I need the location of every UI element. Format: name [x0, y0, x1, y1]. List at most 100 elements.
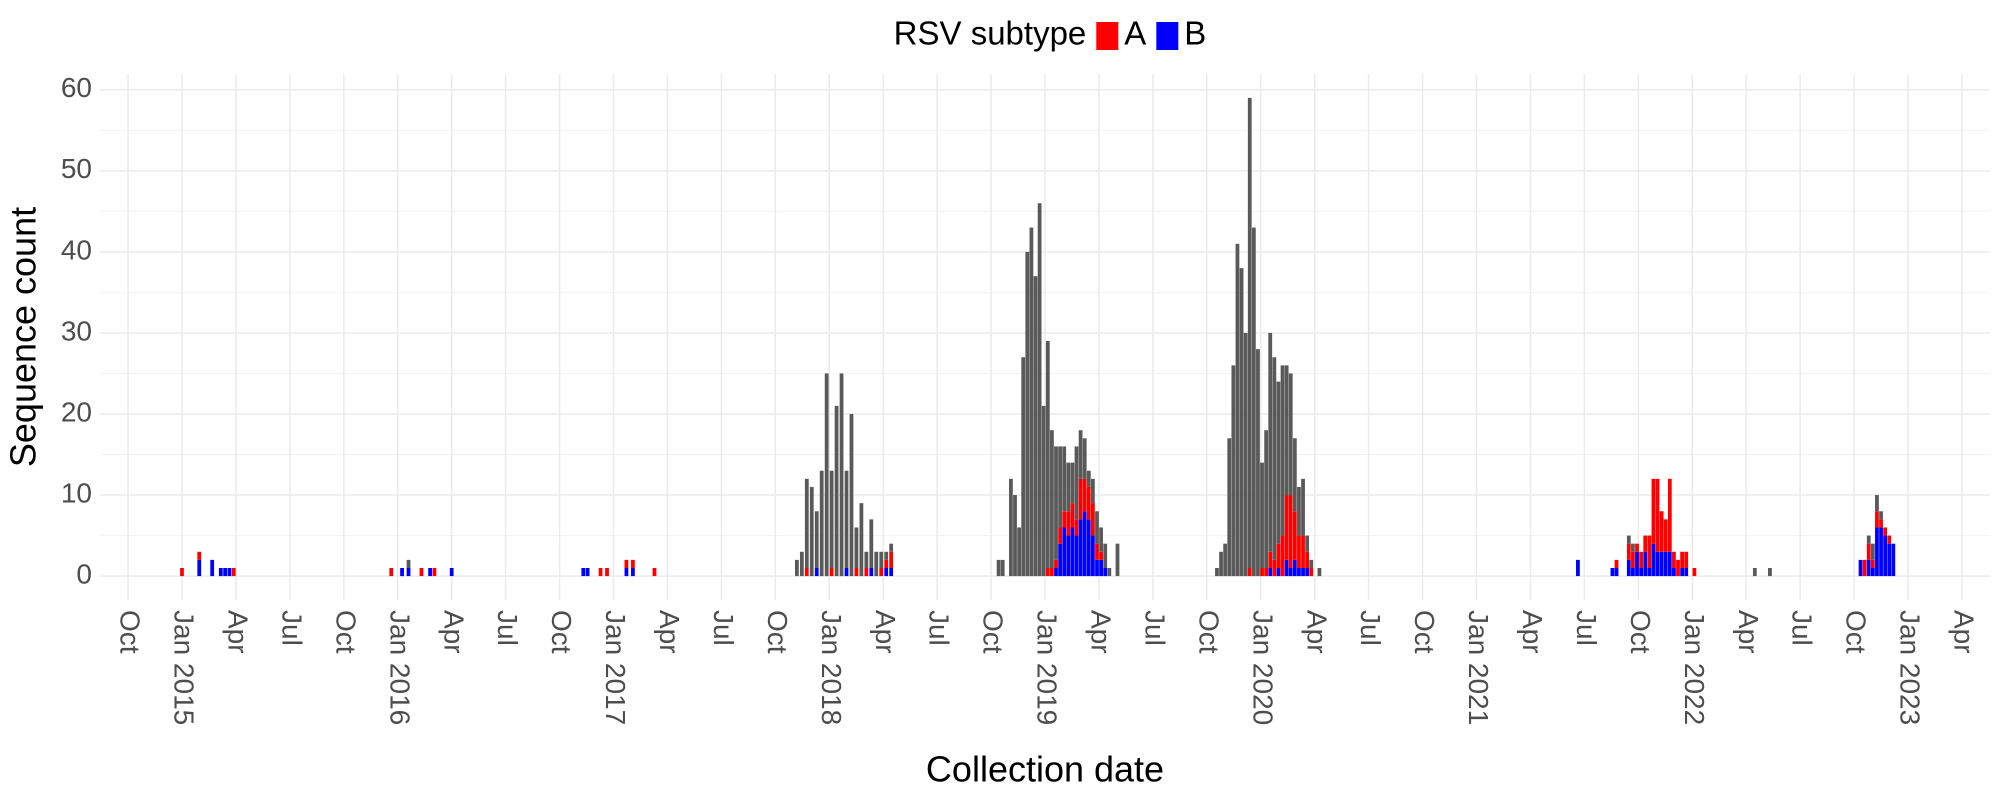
bar: [1021, 357, 1026, 577]
bar: [1655, 478, 1660, 552]
bar: [1284, 365, 1289, 496]
bar: [1643, 551, 1648, 577]
bar: [889, 551, 894, 568]
axes: 0 10 20 30 40 50 60 Oct Jan 2015 Apr Jul Oct Jan 201…: [61, 72, 1980, 725]
bar: [1013, 495, 1017, 577]
bar: [1272, 357, 1277, 560]
bar: [1037, 203, 1042, 577]
bar: [879, 567, 884, 577]
bar: [859, 503, 864, 577]
bar: [1276, 543, 1281, 568]
bar: [598, 567, 603, 577]
bar: [1268, 567, 1273, 577]
bar: [1095, 511, 1099, 544]
bar: [1626, 535, 1631, 544]
bar: [1025, 251, 1030, 577]
bar: [1752, 567, 1757, 577]
x-tick-label: Apr: [1086, 610, 1117, 654]
bar: [1626, 543, 1631, 560]
bar: [844, 567, 849, 577]
bar: [1099, 559, 1103, 577]
y-tick-label: 30: [61, 315, 92, 346]
bar: [1086, 519, 1091, 577]
bar: [1651, 543, 1656, 577]
bar: [1045, 341, 1050, 568]
bar: [1268, 551, 1273, 568]
bar: [1887, 543, 1892, 577]
bar: [1062, 527, 1067, 577]
bar: [419, 567, 424, 577]
bar: [1576, 559, 1580, 577]
bar: [1297, 486, 1301, 536]
x-tick-label: Jan 2023: [1895, 610, 1926, 725]
bar: [1288, 567, 1293, 577]
bar: [854, 527, 859, 568]
x-tick-label: Jan 2015: [169, 610, 200, 725]
bar: [1305, 551, 1310, 568]
bar: [1050, 430, 1054, 568]
bar: [1639, 567, 1644, 577]
bar: [1667, 478, 1672, 552]
x-tick-label: Apr: [870, 610, 901, 654]
bar: [1655, 551, 1660, 577]
bar: [1672, 551, 1676, 568]
bar: [1260, 567, 1264, 577]
y-tick-label: 40: [61, 234, 92, 265]
bar: [889, 543, 894, 552]
bar: [1070, 527, 1075, 577]
bar: [1256, 349, 1260, 577]
y-tick-label: 10: [61, 477, 92, 508]
bar: [1223, 543, 1228, 577]
bar: [400, 567, 404, 577]
bar: [884, 551, 889, 560]
bar: [1054, 446, 1058, 560]
bar: [1647, 535, 1652, 568]
bar: [1317, 567, 1322, 577]
bar: [1086, 486, 1091, 520]
bar: [1264, 567, 1269, 577]
x-tick-label: Jul: [1787, 610, 1818, 646]
x-tick-label: Jan 2017: [600, 610, 631, 725]
bar: [869, 519, 874, 568]
bar: [879, 551, 884, 568]
bar: [884, 559, 889, 568]
bar: [605, 567, 609, 577]
bar: [1284, 559, 1289, 577]
bar: [1614, 567, 1619, 577]
bar: [1260, 462, 1264, 568]
x-tick-label: Jul: [924, 610, 955, 646]
bar: [1215, 567, 1219, 577]
x-tick-label: Oct: [978, 610, 1009, 654]
grid: [100, 74, 1990, 600]
bar: [1078, 430, 1083, 479]
legend-title: RSV subtype: [894, 15, 1087, 52]
bar: [804, 567, 809, 577]
x-tick-label: Jul: [708, 610, 739, 646]
bar: [197, 559, 202, 577]
x-tick-label: Jul: [1355, 610, 1386, 646]
bar: [1643, 535, 1648, 552]
bar: [1070, 503, 1075, 528]
bar: [1879, 527, 1883, 577]
x-tick-label: Apr: [1733, 610, 1764, 654]
bar: [1870, 559, 1875, 568]
bar: [1684, 567, 1689, 577]
bar: [1866, 543, 1871, 560]
bar: [1078, 519, 1083, 577]
bar: [1610, 567, 1615, 577]
bar: [849, 413, 854, 577]
bar: [1887, 535, 1892, 544]
x-tick-label: Jan 2019: [1032, 610, 1063, 725]
legend-label: B: [1184, 15, 1206, 52]
x-tick-label: Jul: [1571, 610, 1602, 646]
bar: [1883, 535, 1888, 577]
bar: [889, 567, 894, 577]
bar: [814, 567, 819, 577]
x-tick-label: Oct: [1841, 610, 1872, 654]
bar: [1058, 446, 1062, 528]
bar: [1009, 478, 1013, 577]
bar: [1054, 559, 1058, 568]
x-tick-label: Jan 2022: [1679, 610, 1710, 725]
legend: RSV subtype A B: [894, 15, 1207, 52]
